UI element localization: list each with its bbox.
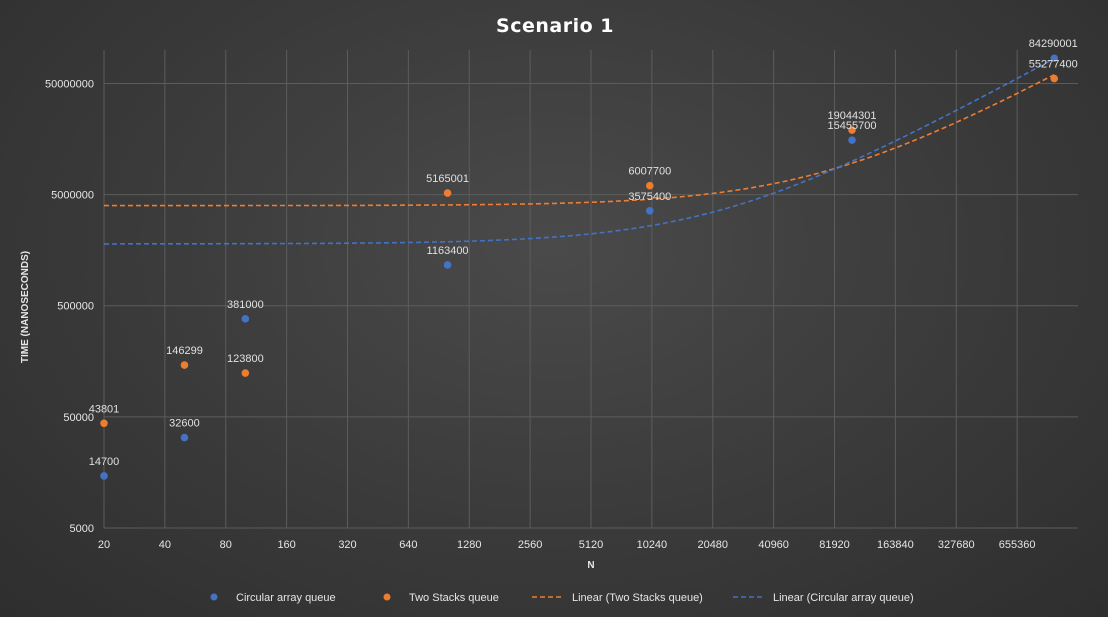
data-point — [180, 433, 189, 442]
legend: Circular array queue Two Stacks queue Line… — [210, 592, 914, 604]
x-tick-label: 1280 — [457, 539, 481, 551]
x-axis-title: N — [587, 560, 594, 571]
chart-title: Scenario 1 — [496, 15, 614, 37]
trendline — [104, 57, 1055, 245]
data-label: 5165001 — [426, 173, 469, 185]
data-label: 19044301 — [828, 110, 877, 122]
data-label: 15455700 — [828, 120, 877, 132]
data-point — [443, 261, 452, 269]
x-tick-label: 320 — [338, 539, 356, 551]
x-tick-label: 40 — [159, 539, 171, 551]
data-label: 6007700 — [628, 166, 671, 178]
x-tick-label: 160 — [277, 539, 295, 551]
y-tick-labels: 5000 50000 500000 5000000 50000000 — [45, 78, 94, 535]
x-tick-label: 10240 — [637, 539, 668, 551]
x-tick-label: 327680 — [938, 539, 975, 551]
x-tick-label: 2560 — [518, 539, 542, 551]
data-point — [1050, 74, 1059, 83]
trendline — [104, 73, 1055, 207]
data-label: 146299 — [166, 345, 203, 357]
y-axis-title: TIME (NANOSECONDS) — [20, 251, 31, 363]
data-label: 84290001 — [1029, 38, 1078, 50]
x-tick-label: 163840 — [877, 539, 914, 551]
legend-label: Linear (Circular array queue) — [773, 592, 914, 604]
data-point — [645, 181, 654, 190]
data-labels: 14700 32600 381000 1163400 3575400 15455700 84… — [89, 38, 1078, 468]
x-tick-label: 5120 — [579, 539, 603, 551]
data-point — [180, 361, 189, 369]
y-tick-label: 50000000 — [45, 78, 94, 90]
data-point — [241, 369, 250, 377]
x-tick-label: 20 — [98, 539, 110, 551]
data-point — [848, 136, 856, 144]
y-tick-label: 5000000 — [51, 190, 94, 202]
data-label: 123800 — [227, 353, 264, 365]
data-point — [100, 419, 108, 428]
y-tick-label: 50000 — [63, 412, 94, 424]
data-label: 55277400 — [1029, 59, 1078, 71]
x-tick-label: 81920 — [819, 539, 850, 551]
y-tick-label: 500000 — [57, 301, 94, 313]
legend-label: Circular array queue — [236, 592, 336, 604]
data-label: 1163400 — [427, 245, 469, 257]
legend-label: Two Stacks queue — [409, 592, 499, 604]
legend-label: Linear (Two Stacks queue) — [572, 592, 703, 604]
x-tick-label: 40960 — [758, 539, 789, 551]
data-point — [645, 206, 654, 215]
x-tick-label: 20480 — [697, 539, 728, 551]
legend-marker — [210, 593, 218, 601]
data-label: 3575400 — [628, 191, 671, 203]
data-point — [100, 472, 108, 480]
trendlines — [104, 57, 1055, 245]
data-point — [241, 315, 250, 323]
data-points — [100, 54, 1059, 480]
gridlines — [103, 50, 1078, 529]
data-label: 381000 — [227, 299, 264, 311]
data-label: 32600 — [169, 418, 200, 430]
data-label: 43801 — [89, 403, 120, 415]
data-point — [848, 126, 856, 134]
data-point — [443, 189, 452, 197]
x-tick-labels: 20 40 80 160 320 640 1280 2560 5120 10240 20480 409… — [98, 539, 1036, 551]
data-point — [1050, 54, 1059, 63]
data-label: 14700 — [89, 456, 120, 468]
x-tick-label: 655360 — [999, 539, 1036, 551]
x-tick-label: 640 — [399, 539, 417, 551]
y-tick-label: 5000 — [70, 523, 94, 535]
x-tick-label: 80 — [220, 539, 232, 551]
legend-marker — [383, 593, 391, 601]
